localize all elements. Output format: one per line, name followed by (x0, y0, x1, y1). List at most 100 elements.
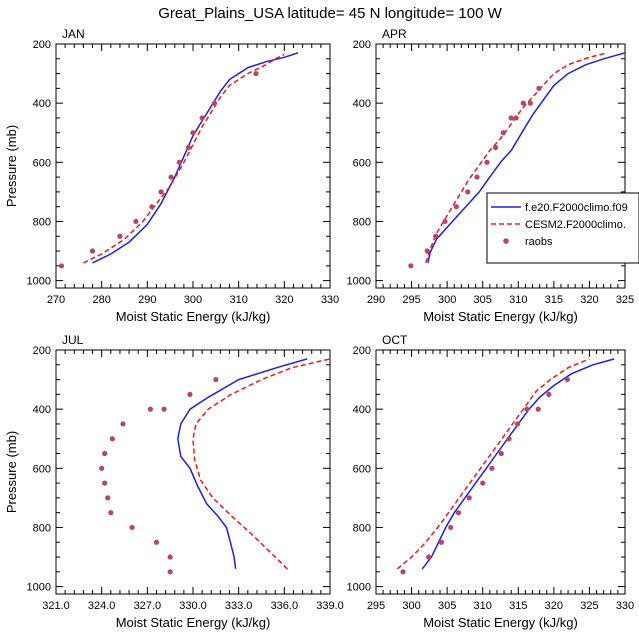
x-tick-label: 295 (402, 294, 420, 306)
y-tick-label: 1000 (27, 276, 51, 288)
raobs-marker (58, 263, 65, 269)
x-tick-label: 320 (545, 600, 563, 612)
raobs-marker (105, 495, 111, 501)
raobs-marker (187, 391, 193, 397)
x-tick-label: 280 (92, 294, 110, 306)
raobs-marker (168, 174, 174, 180)
x-tick-label: 330 (321, 294, 339, 306)
raobs-marker (546, 391, 552, 397)
x-tick-label: 310 (509, 294, 527, 306)
raobs-marker (455, 510, 462, 516)
x-axis-label: Moist Static Energy (kJ/kg) (116, 615, 271, 630)
f-e20-series-line (421, 358, 615, 570)
y-tick-label: 400 (33, 98, 51, 110)
raobs-marker (147, 406, 153, 412)
x-tick-label: 330 (616, 600, 634, 612)
raobs-marker (213, 376, 219, 383)
x-tick-label: 305 (474, 294, 492, 306)
raobs-marker (480, 480, 486, 486)
raobs-marker (167, 554, 173, 560)
raobs-marker (489, 465, 495, 471)
raobs-marker (520, 100, 526, 106)
panel-title: OCT (382, 333, 408, 347)
y-tick-label: 200 (353, 39, 371, 51)
x-tick-label: 325 (616, 294, 634, 306)
x-axis-label: Moist Static Energy (kJ/kg) (423, 309, 578, 324)
x-tick-label: 320 (580, 294, 598, 306)
raobs-marker (102, 480, 108, 486)
raobs-marker (527, 100, 533, 106)
x-tick-label: 310 (229, 294, 247, 306)
raobs-marker (167, 569, 173, 575)
x-tick-label: 327.0 (134, 600, 162, 612)
raobs-marker (514, 421, 521, 427)
plot-frame (55, 349, 331, 595)
raobs-marker (153, 539, 160, 545)
raobs-marker (500, 130, 506, 136)
cesm2-series-line (396, 358, 590, 570)
x-tick-label: 315 (545, 294, 563, 306)
plot-frame (375, 43, 626, 289)
raobs-marker (408, 263, 414, 269)
legend-marker-swatch (503, 238, 509, 244)
raobs-marker (108, 510, 114, 516)
raobs-marker (211, 100, 218, 106)
y-tick-label: 1000 (347, 276, 371, 288)
raobs-marker (185, 144, 192, 151)
raobs-marker (442, 218, 448, 225)
raobs-marker (120, 421, 126, 427)
f-e20-series-line (427, 52, 625, 264)
y-tick-label: 400 (33, 404, 51, 416)
raobs-marker (466, 495, 472, 501)
y-tick-label: 400 (353, 404, 371, 416)
x-tick-label: 324.0 (88, 600, 116, 612)
x-tick-label: 330.0 (179, 600, 207, 612)
x-axis-label: Moist Static Energy (kJ/kg) (423, 615, 578, 630)
legend-entry-label: raobs (525, 236, 553, 248)
raobs-marker (199, 115, 205, 121)
y-tick-label: 400 (353, 98, 371, 110)
raobs-marker (158, 189, 164, 195)
f-e20-series-line (92, 52, 299, 264)
y-tick-label: 1000 (27, 582, 51, 594)
x-tick-label: 333.0 (225, 600, 253, 612)
y-axis-label: Pressure (mb) (4, 125, 19, 207)
raobs-marker (535, 406, 541, 412)
chart-panels: JAN 270 280 290 300 310 320 330 200 400 600 800 1000… (4, 27, 639, 630)
panel-title: APR (382, 27, 407, 41)
cesm2-series-line (192, 358, 330, 570)
raobs-marker (176, 159, 182, 165)
legend-box (486, 192, 639, 264)
legend: f.e20.F2000climo.f09 CESM2.F2000climo. rao… (486, 192, 639, 264)
series-group (396, 358, 615, 575)
raobs-marker (149, 204, 155, 210)
raobs-marker (129, 524, 135, 531)
x-tick-label: 321.0 (42, 600, 70, 612)
y-tick-label: 200 (33, 39, 51, 51)
raobs-marker (465, 189, 471, 195)
y-axis-label: Pressure (mb) (4, 431, 19, 513)
raobs-marker (524, 406, 530, 412)
x-tick-label: 300 (402, 600, 420, 612)
chart-oct: OCT 295 300 305 310 315 320 325 330 200 400 600 800 1… (347, 333, 635, 630)
raobs-marker (253, 70, 259, 77)
y-tick-label: 600 (33, 157, 51, 169)
raobs-marker (448, 524, 454, 531)
plot-frame (375, 349, 626, 595)
raobs-marker (484, 159, 490, 165)
x-tick-label: 339.0 (316, 600, 344, 612)
raobs-marker (453, 204, 459, 210)
raobs-marker (117, 233, 123, 239)
raobs-marker (133, 218, 139, 225)
x-tick-label: 290 (367, 294, 385, 306)
figure-title: Great_Plains_USA latitude= 45 N longitud… (158, 5, 502, 22)
raobs-marker (564, 376, 570, 383)
y-tick-label: 600 (33, 463, 51, 475)
raobs-marker (424, 248, 430, 254)
y-tick-label: 600 (353, 157, 371, 169)
y-tick-label: 800 (353, 216, 371, 228)
raobs-marker (474, 174, 480, 180)
plot-frame (55, 43, 331, 289)
x-tick-label: 295 (367, 600, 385, 612)
cesm2-series-line (425, 52, 608, 264)
